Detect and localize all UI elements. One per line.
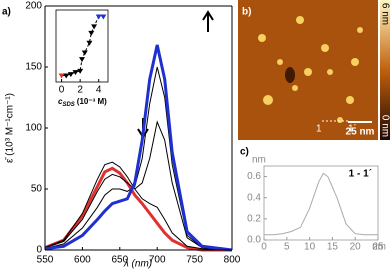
x-tick-label: 25 xyxy=(372,242,384,253)
marker-start: 1 xyxy=(316,124,322,135)
panel-label: a) xyxy=(2,7,11,18)
panel-label: c) xyxy=(240,147,249,158)
spectrum-line xyxy=(44,161,233,251)
colorbar xyxy=(380,0,390,140)
plot-background xyxy=(55,9,109,83)
y-axis-label: ε̄ (10³ M⁻¹cm⁻¹) xyxy=(5,93,16,163)
y-unit: nm xyxy=(252,155,266,166)
point xyxy=(63,73,70,79)
x-unit: nm xyxy=(372,242,386,253)
afm-particles xyxy=(258,16,363,123)
point xyxy=(88,30,95,36)
y-tick-label: 150 xyxy=(25,62,42,73)
x-tick-label: 600 xyxy=(74,255,91,266)
x-tick-label: 2 xyxy=(77,85,83,96)
y-tick-label: 0.4 xyxy=(247,192,261,203)
y-tick-label: 0 xyxy=(36,245,42,256)
x-label-part: (10⁻³ M) xyxy=(77,97,107,106)
point xyxy=(86,40,93,46)
point xyxy=(72,70,79,76)
colorbar-bottom: 0 nm xyxy=(379,115,390,137)
x-tick-label: 10 xyxy=(304,242,316,253)
x-tick-label: 700 xyxy=(149,255,166,266)
x-tick-label: 650 xyxy=(111,255,128,266)
y-tick-label: 0.6 xyxy=(247,171,261,182)
y-tick-label: 50 xyxy=(31,184,43,195)
spectrum-line xyxy=(44,44,233,252)
x-tick-label: 4 xyxy=(96,85,102,96)
x-label-part: SDS xyxy=(62,102,74,108)
point xyxy=(81,50,88,56)
annotation: 1 - 1´ xyxy=(349,169,372,180)
spectrum-line xyxy=(44,120,233,251)
point xyxy=(77,68,84,74)
x-tick-label: 20 xyxy=(350,242,362,253)
x-tick-label: 15 xyxy=(327,242,339,253)
point xyxy=(67,72,74,78)
marker-end: 1´ xyxy=(348,123,357,135)
x-tick-label: 550 xyxy=(37,255,54,266)
y-tick-label: 0.2 xyxy=(247,213,261,224)
point xyxy=(100,14,107,20)
y-tick-label: 0.0 xyxy=(247,235,261,246)
point xyxy=(91,24,98,30)
profile-line xyxy=(264,172,378,236)
colorbar-top: 6 nm xyxy=(379,3,390,25)
spectrum-line xyxy=(44,66,233,251)
spectrum-line xyxy=(44,166,232,252)
x-tick-label: 750 xyxy=(186,255,203,266)
inset-x-label: cSDS (10⁻³ M) xyxy=(58,97,107,107)
x-label-part: c xyxy=(58,97,63,106)
point xyxy=(79,57,85,63)
point xyxy=(95,14,102,20)
arrow-up xyxy=(202,10,214,32)
x-tick-label: 5 xyxy=(284,242,290,253)
panel-label: b) xyxy=(242,7,251,18)
x-tick-label: 0 xyxy=(59,85,65,96)
y-tick-label: 200 xyxy=(25,1,42,12)
afm-hole xyxy=(285,67,295,83)
x-axis-label: λ (nm) xyxy=(123,259,152,270)
scale-label: 25 nm xyxy=(346,127,375,138)
point xyxy=(58,73,65,79)
x-tick-label: 0 xyxy=(261,242,267,253)
x-tick-label: 800 xyxy=(224,255,241,266)
y-tick-label: 100 xyxy=(25,123,42,134)
